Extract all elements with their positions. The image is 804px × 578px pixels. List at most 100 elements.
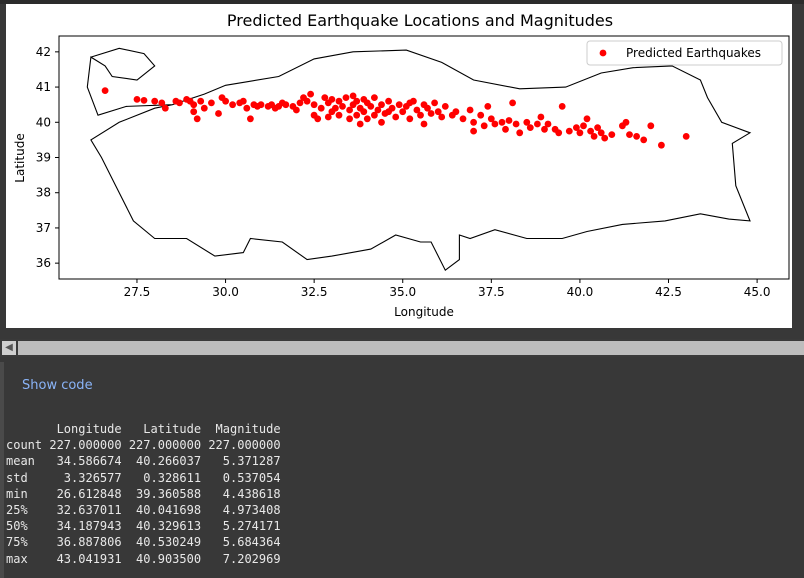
y-tick-label: 41 [36, 80, 51, 94]
table-row-label: max [6, 551, 43, 566]
earthquake-point [587, 127, 594, 135]
earthquake-point [385, 108, 392, 116]
legend: Predicted Earthquakes [586, 40, 783, 66]
earthquake-point [310, 101, 318, 109]
table-cell: 5.274171 [201, 519, 281, 534]
table-cell: 7.202969 [201, 551, 281, 566]
scatter-chart: Predicted Earthquake Locations and Magni… [13, 11, 790, 319]
earthquake-point [601, 134, 609, 142]
x-tick-label: 30.0 [212, 285, 239, 299]
earthquake-point [647, 122, 655, 130]
earthquake-point [229, 101, 237, 109]
chevron-left-icon[interactable]: ◀ [2, 341, 16, 355]
earthquake-point [477, 111, 485, 119]
earthquake-point [565, 127, 573, 135]
earthquake-point [541, 125, 548, 133]
earthquake-point [502, 125, 509, 133]
earthquake-point [537, 113, 545, 121]
earthquake-point [197, 97, 205, 105]
earthquake-point [190, 101, 198, 109]
earthquake-point [324, 113, 332, 121]
earthquake-point [470, 118, 477, 126]
y-tick-label: 36 [36, 256, 51, 270]
earthquake-point [406, 99, 414, 107]
earthquake-point [576, 129, 584, 137]
legend-marker [599, 49, 607, 57]
earthquake-point [176, 99, 183, 107]
earthquake-point [317, 104, 325, 112]
table-column-header: Latitude [121, 422, 202, 436]
table-row-label: count [6, 438, 43, 453]
earthquake-point [608, 131, 616, 138]
earthquake-point [190, 108, 198, 116]
earthquake-point [161, 104, 169, 112]
table-cell: 40.530249 [121, 535, 202, 550]
table-row-label: 50% [6, 519, 43, 534]
earthquake-point [374, 106, 382, 114]
scrollbar-thumb[interactable] [18, 341, 804, 355]
earthquake-point [640, 136, 648, 144]
earthquake-point [378, 101, 385, 109]
earthquake-point [413, 106, 421, 114]
earthquake-point [420, 120, 428, 128]
table-cell: 40.041698 [121, 503, 202, 518]
earthquake-point [526, 124, 534, 131]
earthquake-point [597, 129, 605, 137]
earthquake-point [303, 97, 311, 105]
earthquake-point [278, 99, 286, 107]
earthquake-point [558, 103, 566, 110]
x-tick-label: 40.0 [567, 285, 594, 299]
earthquake-point [516, 129, 524, 137]
earthquake-point [349, 92, 357, 100]
x-tick-label: 42.5 [655, 285, 682, 299]
x-tick-label: 45.0 [744, 285, 771, 299]
table-cell: 5.684364 [201, 535, 281, 550]
earthquake-point [342, 94, 350, 101]
table-column-header: Magnitude [201, 422, 281, 436]
earthquake-point [470, 127, 477, 135]
describe-table: Longitude Latitude Magnitude count 227.0… [6, 421, 281, 567]
horizontal-scrollbar[interactable]: ◀ [0, 339, 804, 357]
earthquake-point [434, 108, 442, 116]
earthquake-point [346, 115, 353, 123]
table-cell: 4.973408 [201, 503, 281, 518]
earthquake-point [523, 118, 531, 126]
earthquake-point [335, 111, 343, 119]
earthquake-point [431, 99, 438, 107]
show-code-link[interactable]: Show code [22, 378, 93, 393]
earthquake-point [133, 96, 141, 103]
earthquake-point [399, 108, 407, 116]
earthquake-point [555, 129, 563, 137]
table-cell: 43.041931 [42, 551, 122, 566]
table-cell: 0.328611 [121, 470, 202, 485]
earthquake-point [222, 97, 230, 105]
earthquake-point [378, 118, 385, 126]
earthquake-point [417, 111, 424, 119]
earthquake-point [254, 103, 261, 110]
earthquake-point [580, 122, 587, 130]
earthquake-point [512, 120, 520, 128]
output-top-strip [0, 0, 804, 4]
earthquake-point [452, 108, 460, 116]
earthquake-point [438, 113, 446, 121]
table-cell: 39.360588 [121, 486, 202, 501]
table-corner [6, 422, 42, 436]
earthquake-point [487, 115, 495, 123]
earthquake-point [367, 103, 375, 110]
table-row-label: mean [6, 454, 43, 469]
earthquake-point [243, 104, 251, 112]
earthquake-point [682, 133, 690, 140]
table-cell: 0.537054 [201, 470, 281, 485]
table-row-label: std [6, 470, 43, 485]
table-cell: 36.887806 [42, 535, 122, 550]
table-cell: 26.612848 [42, 486, 122, 501]
earthquake-point [371, 111, 378, 119]
table-column-header: Longitude [42, 422, 122, 436]
x-tick-label: 37.5 [478, 285, 505, 299]
earthquake-point [594, 124, 601, 131]
map-outline [86, 47, 752, 272]
table-cell: 40.329613 [121, 519, 202, 534]
y-tick-label: 40 [36, 115, 51, 129]
y-tick-label: 42 [36, 45, 51, 59]
earthquake-point [498, 118, 506, 126]
